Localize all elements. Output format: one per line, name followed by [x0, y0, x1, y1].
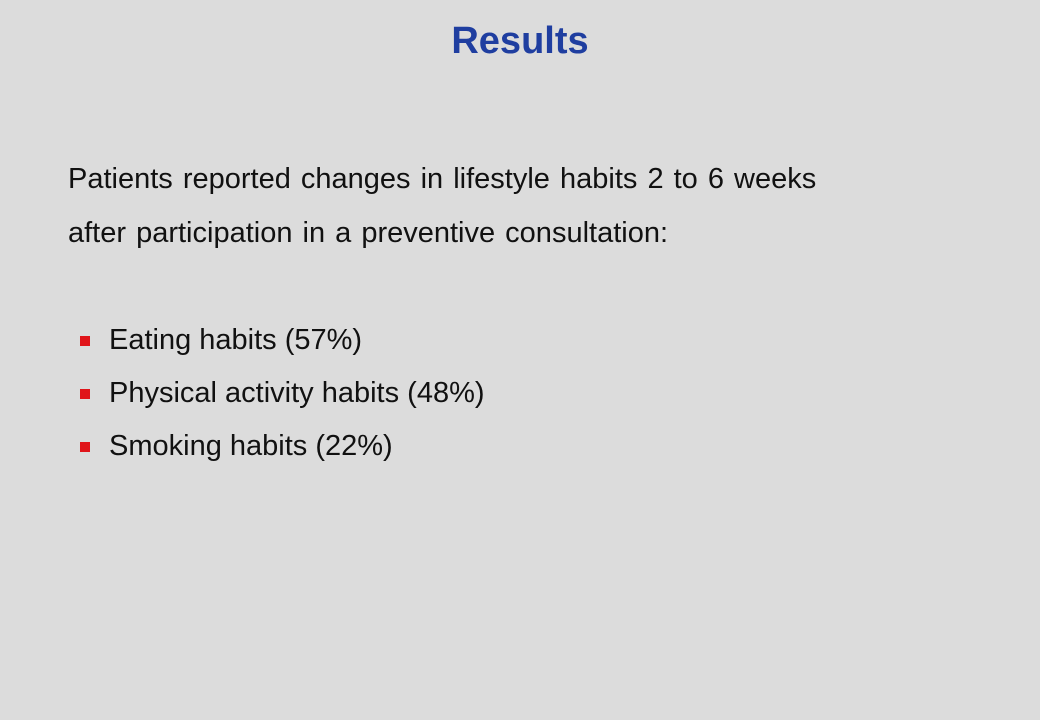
bullet-label: Physical activity habits (48%) — [109, 377, 485, 409]
square-bullet-icon — [80, 441, 90, 452]
square-bullet-icon — [80, 388, 90, 399]
bullet-list: Eating habits (57%) Physical activity ha… — [80, 314, 485, 473]
intro-paragraph: Patients reported changes in lifestyle h… — [68, 152, 1008, 260]
intro-line-2: after participation in a preventive cons… — [68, 217, 669, 249]
bullet-item-physical-activity: Physical activity habits (48%) — [80, 367, 485, 420]
bullet-item-smoking: Smoking habits (22%) — [80, 420, 485, 473]
bullet-label: Eating habits (57%) — [109, 324, 363, 356]
intro-line-1: Patients reported changes in lifestyle h… — [68, 163, 817, 195]
bullet-label: Smoking habits (22%) — [109, 430, 393, 462]
square-bullet-icon — [80, 335, 90, 346]
bullet-item-eating: Eating habits (57%) — [80, 314, 485, 367]
slide-title: Results — [451, 20, 589, 62]
